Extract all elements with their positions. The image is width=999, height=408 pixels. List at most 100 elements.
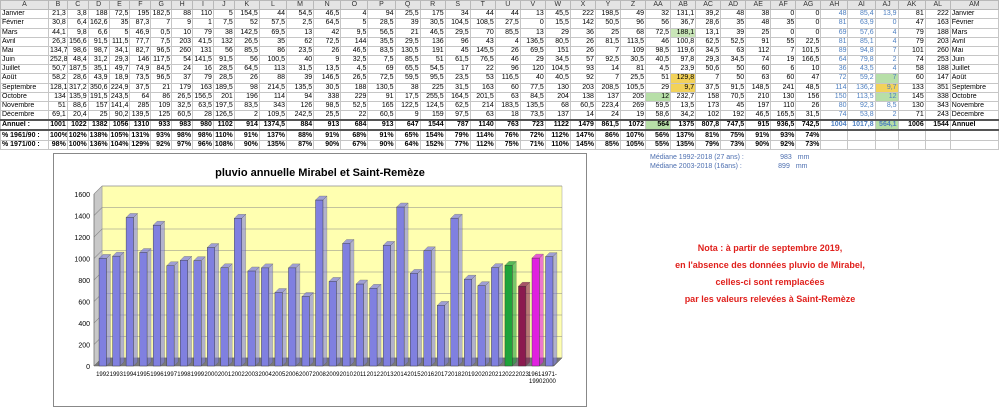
cell[interactable]: 98,6 bbox=[66, 45, 89, 57]
cell[interactable]: 195 bbox=[129, 9, 152, 20]
cell[interactable]: 100% bbox=[66, 139, 89, 151]
cell[interactable]: 27,5 bbox=[494, 18, 521, 29]
cell[interactable]: 25 bbox=[745, 27, 772, 38]
cell[interactable]: 146 bbox=[129, 55, 152, 66]
column-header[interactable]: P bbox=[367, 0, 396, 11]
cell[interactable]: 51 bbox=[419, 55, 446, 66]
cell[interactable]: 343 bbox=[258, 100, 287, 112]
cell[interactable]: Novembre bbox=[949, 100, 999, 112]
cell[interactable]: Février bbox=[949, 18, 999, 29]
column-header[interactable]: I bbox=[192, 0, 214, 11]
cell[interactable]: 4,5 bbox=[340, 64, 369, 75]
cell[interactable]: 85,5 bbox=[394, 55, 421, 66]
cell[interactable]: 134,7 bbox=[48, 45, 68, 57]
cell[interactable] bbox=[820, 139, 849, 151]
cell[interactable]: 45,5 bbox=[544, 9, 571, 20]
cell[interactable]: 173 bbox=[695, 100, 722, 112]
cell[interactable]: 1544 bbox=[924, 119, 951, 132]
cell[interactable]: 14 bbox=[569, 110, 596, 121]
cell[interactable]: 338 bbox=[313, 91, 342, 102]
cell[interactable]: 4 bbox=[874, 64, 899, 75]
cell[interactable]: 46,9 bbox=[129, 27, 152, 38]
cell[interactable]: 75% bbox=[494, 139, 521, 151]
cell[interactable]: 191 bbox=[419, 45, 446, 57]
cell[interactable]: 31,5 bbox=[285, 64, 315, 75]
cell[interactable]: 64 bbox=[129, 91, 152, 102]
cell[interactable]: Février bbox=[0, 18, 50, 29]
cell[interactable]: 980 bbox=[192, 119, 214, 132]
cell[interactable]: 29,3 bbox=[108, 55, 131, 66]
cell[interactable]: 49 bbox=[619, 9, 647, 20]
cell[interactable]: 43,9 bbox=[87, 73, 110, 84]
cell[interactable]: 50 bbox=[720, 73, 747, 84]
cell[interactable]: 4,5 bbox=[645, 64, 672, 75]
cell[interactable]: 50,6 bbox=[695, 64, 722, 75]
cell[interactable]: 104% bbox=[108, 139, 131, 151]
cell[interactable]: 90% bbox=[367, 139, 396, 151]
cell[interactable]: Octobre bbox=[949, 91, 999, 102]
cell[interactable]: 57,6 bbox=[847, 27, 876, 38]
cell[interactable]: 101 bbox=[897, 45, 926, 57]
cell[interactable]: 29,3 bbox=[695, 55, 722, 66]
cell[interactable]: Juin bbox=[949, 55, 999, 66]
cell[interactable]: 647 bbox=[394, 119, 421, 132]
cell[interactable]: 7 bbox=[594, 73, 621, 84]
cell[interactable]: % 1971/00 : bbox=[0, 139, 50, 151]
cell[interactable]: Annuel bbox=[949, 119, 999, 132]
column-header[interactable]: R bbox=[419, 0, 446, 11]
cell[interactable]: 19 bbox=[619, 110, 647, 121]
cell[interactable]: 94 bbox=[285, 91, 315, 102]
cell[interactable]: 137 bbox=[544, 110, 571, 121]
cell[interactable]: 47 bbox=[795, 73, 822, 84]
cell[interactable]: 93% bbox=[150, 129, 173, 141]
cell[interactable]: 39,2 bbox=[695, 9, 722, 20]
cell[interactable]: 17 bbox=[444, 64, 471, 75]
cell[interactable]: 90% bbox=[745, 139, 772, 151]
column-header[interactable]: AK bbox=[897, 0, 926, 11]
cell[interactable]: 9 bbox=[313, 55, 342, 66]
cell[interactable]: 83,5 bbox=[367, 45, 396, 57]
cell[interactable]: 73,5 bbox=[129, 73, 152, 84]
cell[interactable]: 151 bbox=[544, 45, 571, 57]
cell[interactable]: 196 bbox=[233, 91, 260, 102]
cell[interactable]: 76,5 bbox=[469, 55, 496, 66]
cell[interactable]: 204 bbox=[544, 91, 571, 102]
cell[interactable]: Janvier bbox=[949, 9, 999, 20]
cell[interactable]: 7 bbox=[874, 45, 899, 57]
column-header[interactable]: A bbox=[0, 0, 50, 11]
cell[interactable]: 73,5 bbox=[519, 110, 546, 121]
cell[interactable]: 135,9 bbox=[66, 91, 89, 102]
cell[interactable]: 243 bbox=[924, 110, 951, 121]
cell[interactable]: 126 bbox=[285, 100, 315, 112]
cell[interactable]: 145% bbox=[569, 139, 596, 151]
cell[interactable]: 13,5 bbox=[670, 100, 697, 112]
cell[interactable]: 338 bbox=[924, 91, 951, 102]
cell[interactable]: 2 bbox=[233, 110, 260, 121]
cell[interactable]: 42 bbox=[313, 27, 342, 38]
cell[interactable]: 29 bbox=[645, 82, 672, 93]
cell[interactable]: 26 bbox=[569, 45, 596, 57]
cell[interactable]: 135,5 bbox=[519, 100, 546, 112]
cell[interactable]: 64 bbox=[820, 55, 849, 66]
cell[interactable]: 32 bbox=[645, 9, 672, 20]
cell[interactable] bbox=[949, 139, 999, 151]
cell[interactable]: 85,5 bbox=[233, 45, 260, 57]
cell[interactable]: 110% bbox=[544, 139, 571, 151]
cell[interactable]: 25,5 bbox=[313, 110, 342, 121]
cell[interactable]: 73% bbox=[795, 139, 822, 151]
cell[interactable]: 34,2 bbox=[670, 110, 697, 121]
cell[interactable]: 16 bbox=[192, 64, 214, 75]
cell[interactable]: 59,5 bbox=[394, 73, 421, 84]
column-header[interactable]: O bbox=[340, 0, 369, 11]
cell[interactable]: 60 bbox=[745, 64, 772, 75]
cell[interactable]: 214,5 bbox=[258, 82, 287, 93]
column-header[interactable]: E bbox=[108, 0, 131, 11]
cell[interactable]: 2,5 bbox=[285, 18, 315, 29]
cell[interactable]: 105,5 bbox=[619, 82, 647, 93]
column-header[interactable]: AA bbox=[645, 0, 672, 11]
cell[interactable]: 0 bbox=[795, 27, 822, 38]
cell[interactable]: 46 bbox=[494, 55, 521, 66]
cell[interactable]: 88% bbox=[285, 129, 315, 141]
cell[interactable]: 214 bbox=[469, 100, 496, 112]
cell[interactable]: 50,5 bbox=[594, 18, 621, 29]
